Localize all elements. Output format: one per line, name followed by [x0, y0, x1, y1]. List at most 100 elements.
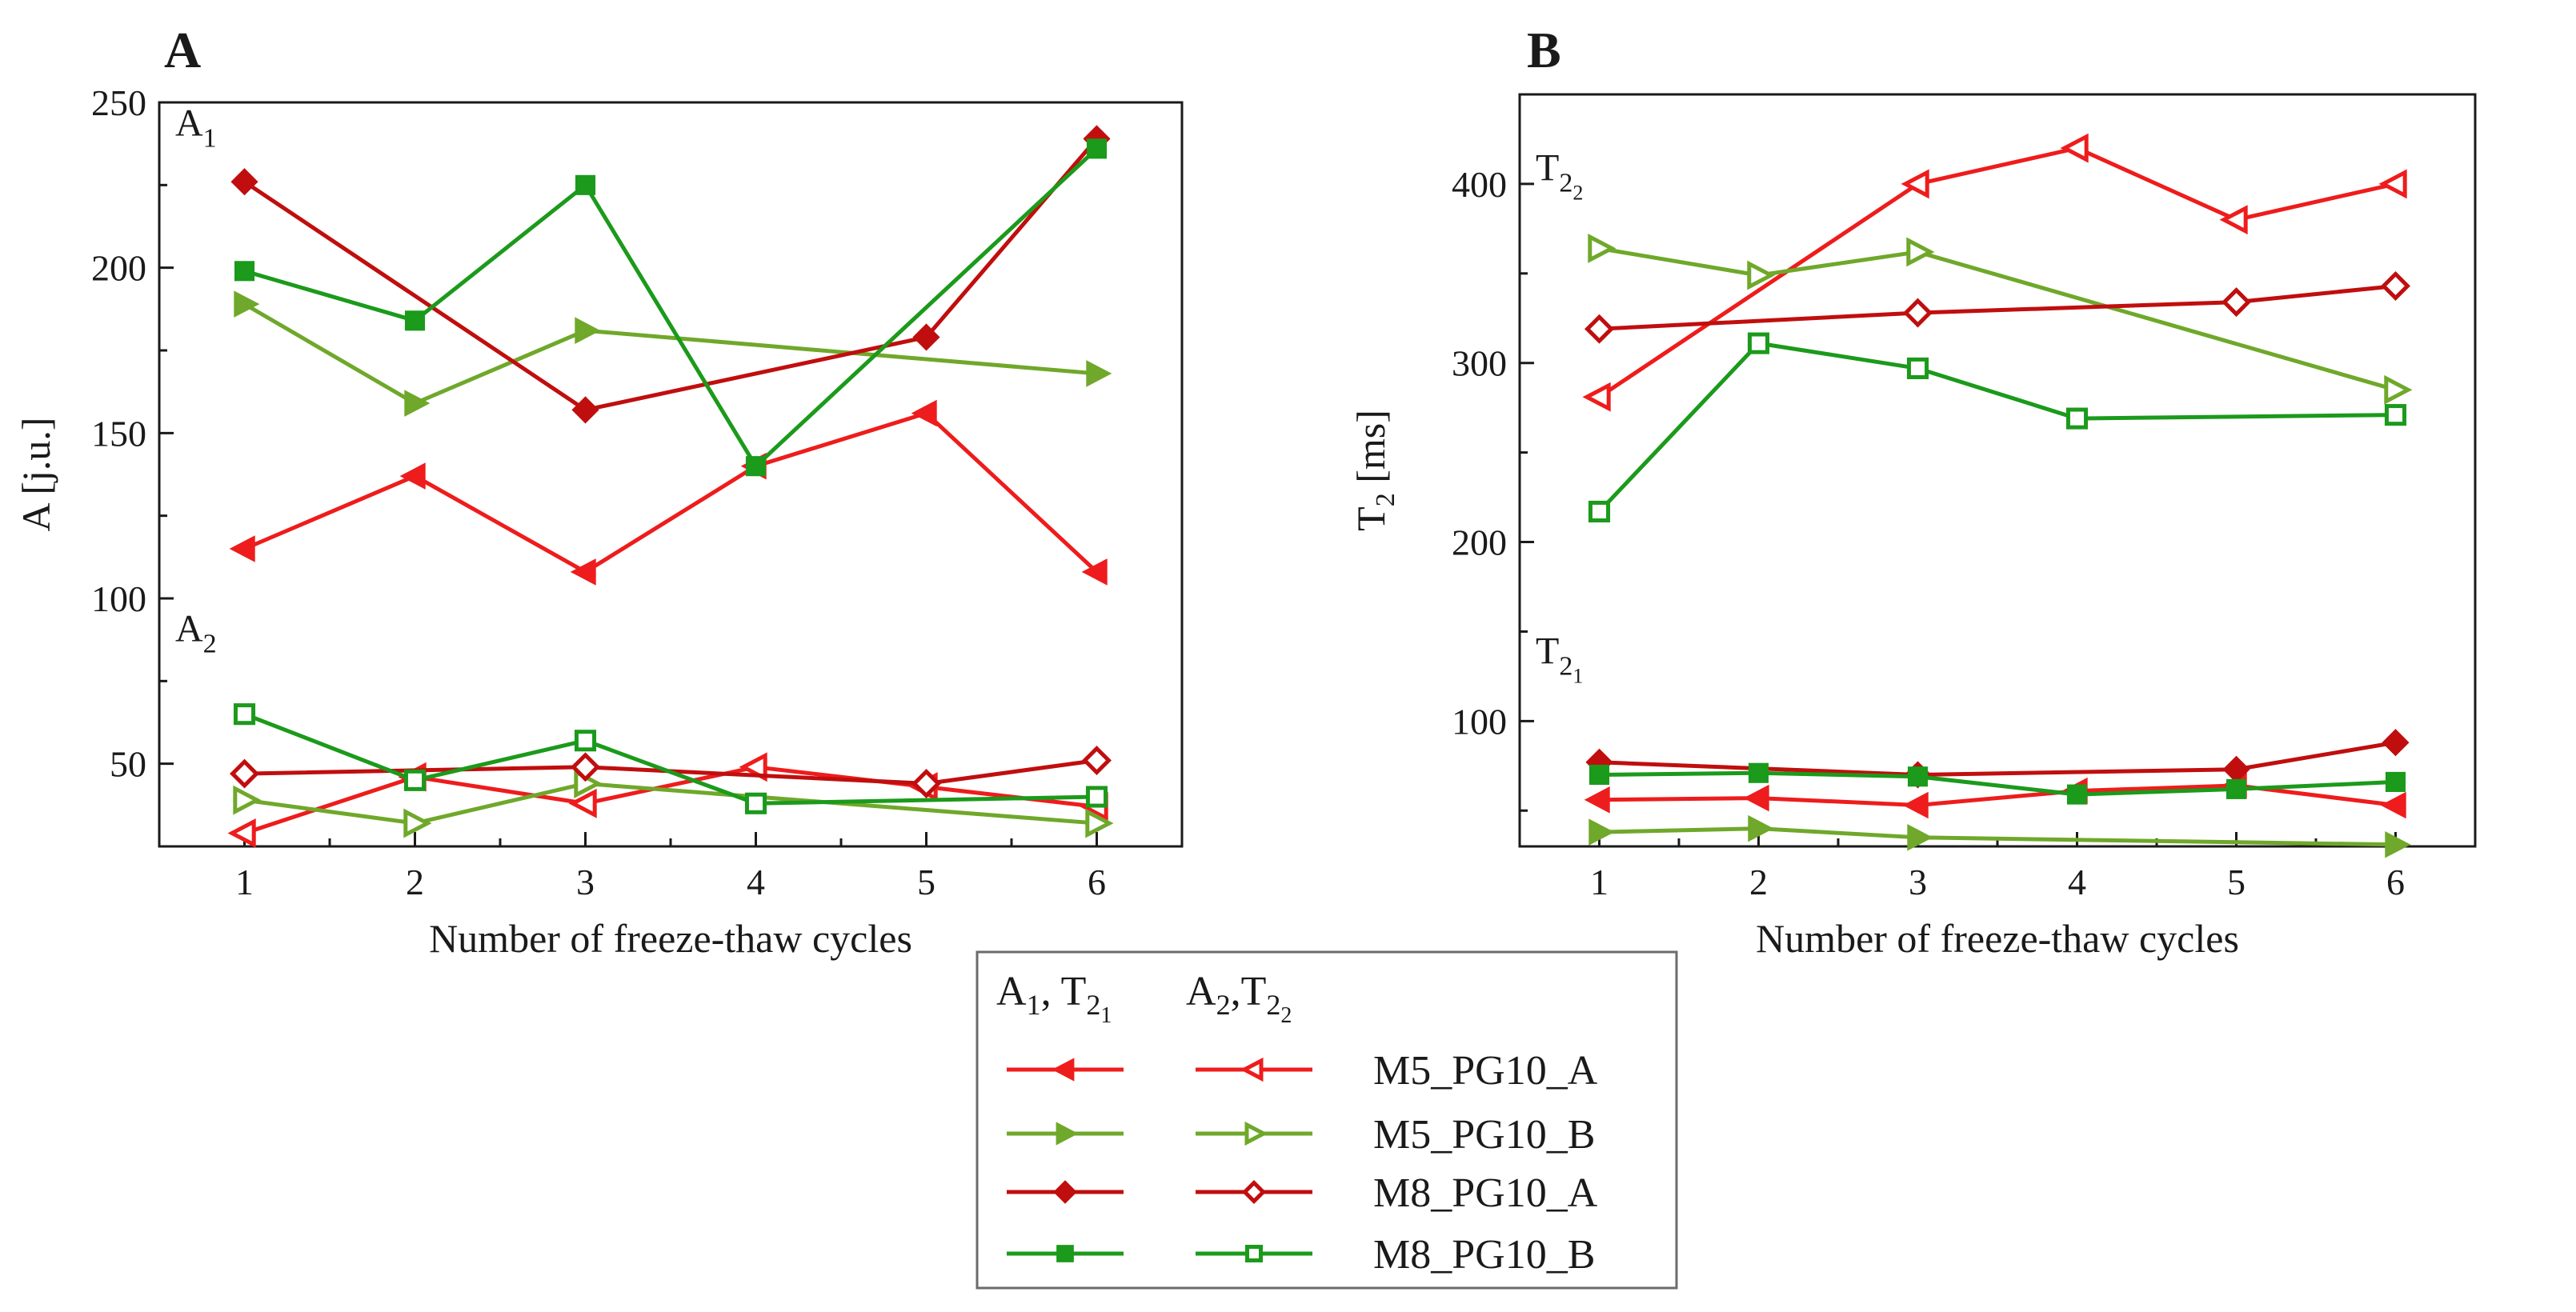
series-line: [1599, 246, 2397, 392]
data-point: [230, 758, 259, 789]
series-line: [1599, 770, 2396, 797]
data-point: [1901, 169, 1929, 199]
y-tick-label: 100: [1452, 701, 1507, 742]
data-point: [229, 535, 255, 562]
panel-letter: A: [164, 22, 201, 78]
data-point: [575, 174, 596, 195]
legend-header-col2-sep: ,: [1231, 969, 1241, 1014]
y-tick-label: 300: [1452, 343, 1507, 384]
data-point: [575, 317, 601, 344]
y-axis-title-unit: [ms]: [1348, 410, 1393, 493]
legend-marker-filled: [1056, 1245, 1074, 1262]
group-label: T22: [1536, 146, 1583, 204]
data-point: [399, 462, 426, 490]
data-point: [2385, 830, 2411, 858]
data-point: [2380, 791, 2406, 819]
data-point: [1085, 786, 1108, 808]
series-line: [243, 137, 1099, 412]
x-tick-label: 1: [1590, 862, 1608, 902]
data-point: [739, 752, 767, 782]
group-label-main: T: [1536, 146, 1559, 189]
series-M8_PG10_B-T21: [1588, 762, 2406, 805]
data-point: [404, 310, 426, 331]
data-point: [2385, 771, 2406, 792]
series-M8_PG10_B-A1: [234, 138, 1108, 477]
data-point: [2384, 404, 2407, 426]
data-point: [230, 168, 258, 196]
data-point: [2221, 287, 2251, 318]
legend-header-col2: A2,T22: [1186, 969, 1292, 1028]
data-point: [745, 456, 767, 477]
legend-header-col1-main: A: [996, 969, 1027, 1014]
data-point: [227, 818, 256, 848]
series-line: [1599, 826, 2396, 847]
data-point: [911, 399, 937, 427]
data-point: [911, 768, 941, 798]
legend-header-col1-subsub2: 1: [1100, 1003, 1112, 1028]
x-tick-label: 1: [235, 862, 254, 902]
x-axis-title: Number of freeze-thaw cycles: [1756, 916, 2239, 961]
legend-entry-M5_PG10_B: M5_PG10_B: [1007, 1112, 1595, 1158]
data-point: [404, 390, 431, 417]
x-tick-label: 5: [2227, 862, 2245, 902]
legend-header-col2-sub2: 2: [1266, 989, 1280, 1021]
data-point: [2065, 407, 2089, 430]
series-M8_PG10_A-T22: [1584, 270, 2410, 344]
y-tick-label: 50: [110, 744, 146, 785]
y-axis-title: A [j.u.]: [14, 417, 58, 531]
x-tick-label: 4: [747, 862, 765, 902]
legend-header-col1: A1, T21: [996, 969, 1112, 1028]
series-M5_PG10_B-A1: [234, 290, 1112, 417]
data-point: [1906, 357, 1929, 379]
group-label-sub: 2: [203, 630, 217, 659]
data-point: [1584, 786, 1610, 814]
x-tick-label: 2: [1749, 862, 1768, 902]
panel-a: 1 2 3 4 5 6 50 100 150 200 250 Number of freeze-tha…: [14, 22, 1184, 961]
data-point: [1086, 138, 1108, 159]
group-label: A2: [175, 608, 217, 659]
series-M5_PG10_A-A1: [229, 399, 1108, 586]
data-point: [234, 290, 260, 318]
group-label-main: T: [1536, 630, 1559, 673]
data-point: [1907, 766, 1929, 787]
group-label-main: A: [175, 608, 203, 650]
data-point: [1588, 500, 1611, 523]
data-point: [1588, 764, 1610, 786]
data-point: [1086, 360, 1112, 387]
data-point: [571, 396, 599, 424]
data-point: [1902, 791, 1929, 819]
data-point: [1588, 818, 1615, 846]
data-point: [2066, 784, 2088, 805]
legend-label: M5_PG10_B: [1373, 1112, 1595, 1158]
legend-header-col2-main2: T: [1241, 969, 1267, 1014]
group-label-subsub: 2: [1572, 181, 1583, 204]
data-point: [1747, 260, 1776, 290]
group-label-sub: 2: [1559, 168, 1572, 198]
series-M8_PG10_A-A1: [230, 125, 1111, 424]
legend-marker-open: [1245, 1245, 1263, 1262]
data-point: [1584, 314, 1614, 344]
x-tick-label: 2: [406, 862, 424, 902]
group-label-sub: 2: [1559, 652, 1572, 682]
data-point: [1903, 298, 1933, 328]
x-tick-label: 3: [1909, 862, 1927, 902]
data-point: [1582, 382, 1611, 412]
data-point: [233, 703, 256, 726]
legend-marker-open: [1244, 1121, 1268, 1146]
legend-marker-filled: [1056, 1122, 1079, 1146]
data-point: [1081, 558, 1108, 586]
data-point: [912, 323, 940, 351]
data-point: [1748, 762, 1769, 783]
data-point: [2225, 778, 2247, 799]
series-M5_PG10_B-T21: [1588, 814, 2411, 858]
data-point: [2384, 374, 2413, 405]
data-point: [2378, 169, 2407, 199]
series-line: [1599, 283, 2396, 331]
legend-marker-filled: [1052, 1058, 1075, 1082]
data-point: [1085, 808, 1114, 838]
legend-header-col2-sub: 2: [1216, 989, 1231, 1021]
legend-entry-M8_PG10_A: M8_PG10_A: [1007, 1170, 1598, 1216]
data-point: [1906, 237, 1935, 267]
